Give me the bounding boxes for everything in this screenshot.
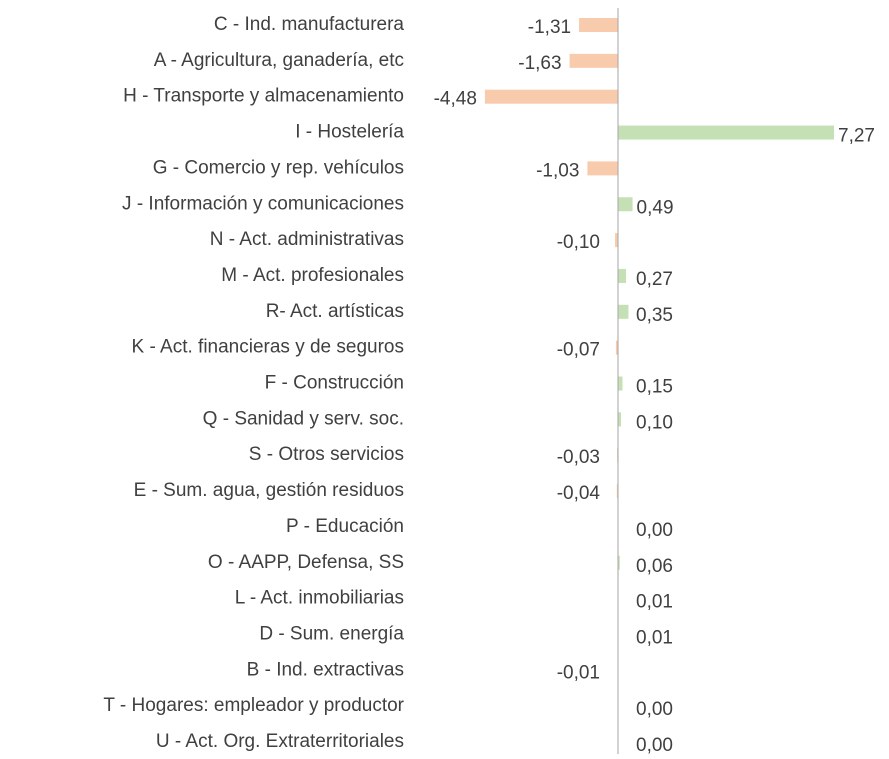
category-label: R- Act. artísticas (266, 301, 404, 322)
value-label: 0,49 (637, 197, 674, 218)
category-label: B - Ind. extractivas (247, 659, 404, 680)
category-label: O - AAPP, Defensa, SS (208, 552, 404, 573)
bar (587, 161, 618, 175)
value-label: -1,31 (528, 17, 571, 38)
value-label: -0,01 (557, 662, 600, 683)
category-label: A - Agricultura, ganadería, etc (154, 50, 404, 71)
bar (618, 126, 834, 140)
value-label: 0,10 (636, 412, 673, 433)
category-label: I - Hostelería (295, 122, 404, 143)
value-label: -1,03 (536, 160, 579, 181)
category-label: H - Transporte y almacenamiento (123, 86, 404, 107)
category-label: K - Act. financieras y de seguros (132, 337, 404, 358)
bar (618, 377, 622, 391)
bar (570, 54, 618, 68)
category-label: J - Información y comunicaciones (122, 193, 404, 214)
category-label: E - Sum. agua, gestión residuos (134, 480, 404, 501)
bar (618, 305, 628, 319)
category-label: G - Comercio y rep. vehículos (153, 157, 404, 178)
category-label: L - Act. inmobiliarias (235, 588, 404, 609)
value-label: 0,00 (636, 520, 673, 541)
category-label: F - Construcción (265, 373, 404, 394)
category-label: C - Ind. manufacturera (214, 14, 405, 35)
category-label: T - Hogares: empleador y productor (103, 695, 404, 716)
category-label: P - Educación (286, 516, 404, 537)
category-label: Q - Sanidad y serv. soc. (203, 408, 404, 429)
value-label: -0,03 (557, 447, 600, 468)
category-label: N - Act. administrativas (210, 229, 404, 250)
value-label: -0,10 (557, 232, 600, 253)
value-label: 0,35 (636, 305, 673, 326)
value-label: 0,00 (636, 699, 673, 720)
value-label: 0,27 (636, 269, 673, 290)
value-label: 0,00 (636, 735, 673, 754)
value-label: 0,01 (636, 627, 673, 648)
value-label: 0,06 (636, 556, 673, 577)
category-label: M - Act. profesionales (221, 265, 404, 286)
bar (579, 18, 618, 32)
bar (485, 90, 618, 104)
value-label: 7,27 (838, 126, 875, 147)
category-label: U - Act. Org. Extraterritoriales (156, 731, 404, 752)
value-label: 0,01 (636, 592, 673, 613)
value-label: -0,07 (557, 340, 600, 361)
category-label: S - Otros servicios (249, 444, 404, 465)
value-label: -1,63 (518, 53, 561, 74)
bar (618, 197, 633, 211)
value-label: -0,04 (557, 483, 601, 504)
category-label: D - Sum. energía (259, 623, 404, 644)
bar (618, 269, 626, 283)
value-label: -4,48 (434, 89, 477, 110)
value-label: 0,15 (636, 377, 673, 398)
